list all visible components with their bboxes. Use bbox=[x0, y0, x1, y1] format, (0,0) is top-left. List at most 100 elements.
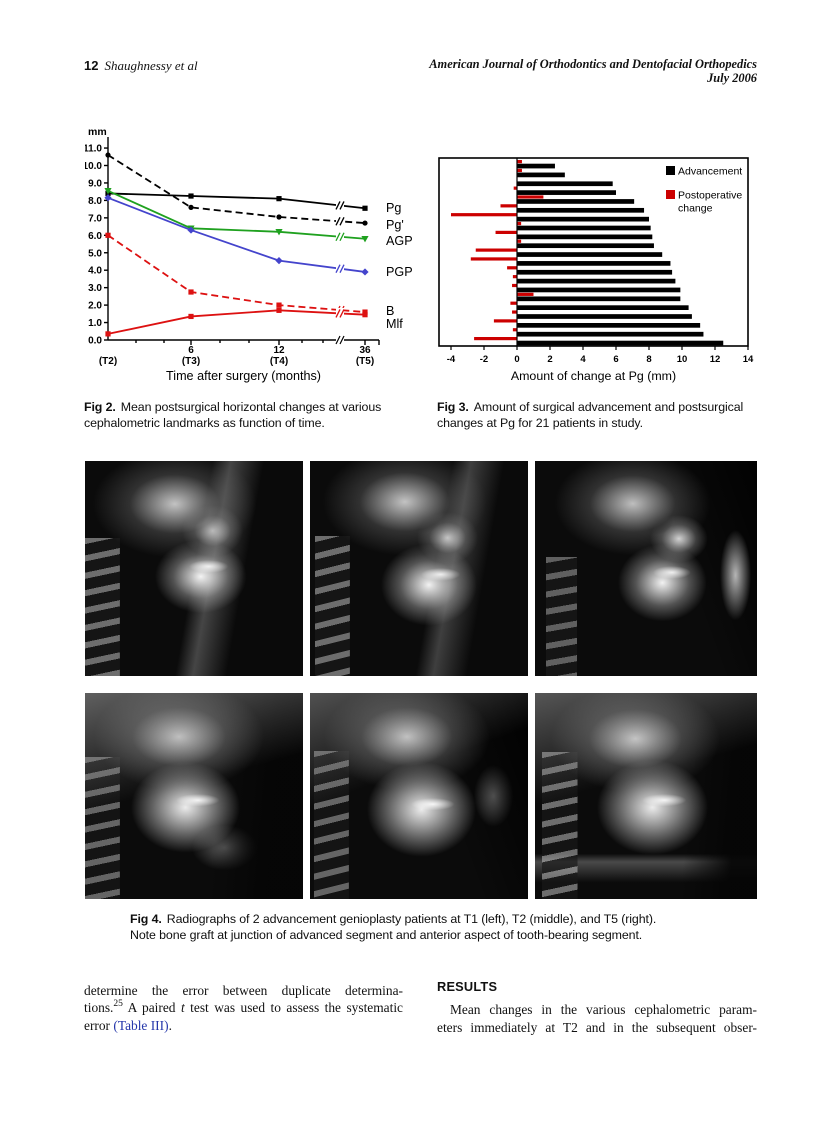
svg-text:Amount of change at Pg (mm): Amount of change at Pg (mm) bbox=[511, 369, 676, 383]
svg-text:12: 12 bbox=[710, 354, 721, 365]
svg-text:1.0: 1.0 bbox=[88, 318, 102, 329]
svg-text:3.0: 3.0 bbox=[88, 283, 102, 294]
advancement-bar bbox=[517, 172, 565, 178]
fig2-caption: Fig 2. Mean postsurgical horizontal chang… bbox=[84, 399, 404, 431]
svg-text:change: change bbox=[678, 203, 713, 215]
advancement-bar bbox=[517, 225, 651, 231]
patient-bars bbox=[451, 160, 724, 346]
postop-bar bbox=[500, 204, 517, 208]
fig2-axes bbox=[104, 137, 380, 345]
advancement-bar bbox=[517, 261, 671, 266]
svg-text:12: 12 bbox=[273, 345, 285, 356]
postop-bar bbox=[475, 248, 517, 252]
svg-text:-4: -4 bbox=[447, 354, 456, 365]
postop-bar bbox=[517, 195, 544, 199]
table-iii-link[interactable]: (Table III) bbox=[113, 1017, 169, 1033]
fig3-caption: Fig 3. Amount of surgical advancement and… bbox=[437, 399, 759, 431]
svg-text:4.0: 4.0 bbox=[88, 266, 102, 277]
fig3-caption-label: Fig 3. bbox=[437, 400, 469, 414]
page-number: 12 bbox=[84, 58, 99, 73]
radiograph-patient2-t1 bbox=[85, 693, 303, 899]
advancement-bar bbox=[517, 331, 704, 337]
svg-text:11.0: 11.0 bbox=[85, 144, 102, 155]
advancement-bar bbox=[517, 181, 613, 187]
postop-bar bbox=[517, 292, 534, 296]
svg-text:-2: -2 bbox=[480, 354, 488, 365]
radiograph-patient2-t2 bbox=[310, 693, 528, 899]
svg-text:0.0: 0.0 bbox=[88, 336, 102, 347]
svg-text:2.0: 2.0 bbox=[88, 301, 102, 312]
body-left-column: determine the error between duplicate de… bbox=[84, 983, 403, 1033]
svg-text:10.0: 10.0 bbox=[85, 161, 102, 172]
radiograph-patient1-t2 bbox=[310, 461, 528, 676]
journal-issue: July 2006 bbox=[707, 70, 757, 85]
fig4-radiograph-grid bbox=[85, 461, 757, 899]
series-label-Mlf: Mlf bbox=[386, 317, 403, 331]
header-left: 12 Shaughnessy et al bbox=[84, 58, 198, 85]
svg-text:6: 6 bbox=[613, 354, 618, 365]
svg-text:Postoperative: Postoperative bbox=[678, 190, 742, 202]
svg-text:(T2): (T2) bbox=[99, 356, 117, 367]
fig3-bar-chart: -4 -2 0 2 4 6 8 10 12 14 Amount of change at Pg (m… bbox=[438, 157, 754, 383]
radiograph-patient1-t1 bbox=[85, 461, 303, 676]
postop-bar bbox=[495, 230, 517, 234]
advancement-bar bbox=[517, 305, 689, 310]
advancement-bar bbox=[517, 234, 653, 240]
advancement-bar bbox=[517, 199, 635, 204]
advancement-bar bbox=[517, 314, 692, 319]
postop-bar bbox=[507, 266, 517, 270]
fig4-caption-label: Fig 4. bbox=[130, 912, 162, 926]
svg-text:mm: mm bbox=[88, 126, 107, 138]
fig2-caption-text: Mean postsurgical horizontal changes at … bbox=[84, 400, 382, 430]
radiograph-patient1-t5 bbox=[535, 461, 757, 676]
advancement-bar bbox=[517, 190, 616, 195]
running-header: 12 Shaughnessy et al American Journal of … bbox=[84, 57, 757, 85]
postop-bar bbox=[451, 213, 517, 217]
series-PGP bbox=[104, 194, 369, 276]
fig4-caption: Fig 4. Radiographs of 2 advancement genio… bbox=[130, 911, 735, 943]
svg-text:6: 6 bbox=[188, 345, 194, 356]
fig2-caption-label: Fig 2. bbox=[84, 400, 116, 414]
svg-text:4: 4 bbox=[580, 354, 586, 365]
advancement-bar bbox=[517, 269, 673, 275]
fig3-caption-text: Amount of surgical advancement and posts… bbox=[437, 400, 744, 430]
header-journal: American Journal of Orthodontics and Den… bbox=[429, 57, 757, 85]
radiograph-patient2-t5 bbox=[535, 693, 757, 899]
header-authors: Shaughnessy et al bbox=[104, 58, 198, 73]
svg-text:8.0: 8.0 bbox=[88, 196, 102, 207]
svg-text:10: 10 bbox=[677, 354, 688, 365]
svg-text:(T5): (T5) bbox=[356, 356, 374, 367]
series-label-Pg: Pg bbox=[386, 201, 401, 215]
svg-text:Time after surgery (months): Time after surgery (months) bbox=[166, 369, 321, 383]
svg-text:(T4): (T4) bbox=[270, 356, 288, 367]
series-AGP bbox=[104, 188, 369, 243]
postop-bar bbox=[512, 328, 517, 332]
advancement-bar bbox=[517, 243, 654, 249]
body-right-column: RESULTS Mean changes in the various ceph… bbox=[437, 978, 757, 1036]
advancement-bar bbox=[517, 163, 555, 169]
results-heading: RESULTS bbox=[437, 979, 498, 994]
postop-bar bbox=[512, 283, 517, 288]
fig2-line-chart: 0.0 1.0 2.0 3.0 4.0 5.0 6.0 7.0 8.0 9.0 10.0 11.0 mm… bbox=[85, 126, 413, 383]
advancement-bar bbox=[517, 296, 681, 302]
svg-text:Advancement: Advancement bbox=[678, 166, 742, 178]
fig4-caption-line2: Note bone graft at junction of advanced … bbox=[130, 928, 643, 942]
series-label-PGP: PGP bbox=[386, 265, 413, 279]
advancement-bar bbox=[517, 340, 724, 346]
series-Pg bbox=[105, 190, 368, 211]
advancement-bar bbox=[517, 287, 681, 293]
postop-bar bbox=[517, 239, 522, 243]
postop-bar bbox=[470, 257, 517, 261]
series-label-AGP: AGP bbox=[386, 234, 413, 248]
advancement-bar bbox=[517, 252, 663, 257]
postop-bar bbox=[517, 221, 522, 226]
advancement-bar bbox=[517, 323, 701, 328]
postop-bar bbox=[493, 319, 517, 323]
svg-text:5.0: 5.0 bbox=[88, 248, 102, 259]
svg-text:7.0: 7.0 bbox=[88, 213, 102, 224]
svg-text:2: 2 bbox=[547, 354, 552, 365]
svg-text:0: 0 bbox=[514, 354, 519, 365]
svg-text:(T3): (T3) bbox=[182, 356, 200, 367]
journal-title: American Journal of Orthodontics and Den… bbox=[429, 57, 757, 71]
